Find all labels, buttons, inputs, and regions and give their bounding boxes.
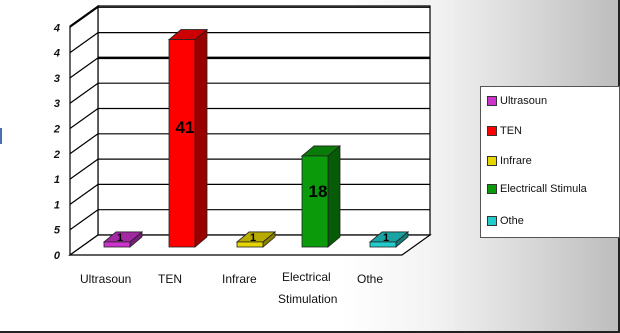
y-tick-label: 2 <box>53 124 60 136</box>
y-tick-label: 4 <box>53 48 60 60</box>
gridline-side <box>69 209 99 231</box>
gridline-side <box>69 158 99 180</box>
side-wall <box>69 4 99 257</box>
y-tick-label: 4 <box>53 22 60 34</box>
bar-data-label: 18 <box>309 182 328 201</box>
bar-data-label: 41 <box>176 118 195 137</box>
legend-swatch <box>487 184 497 194</box>
bar-data-label: 1 <box>250 232 256 244</box>
gridline-side <box>69 133 99 155</box>
back-wall <box>97 5 431 236</box>
y-tick-label: 3 <box>54 73 60 85</box>
left-edge-marker <box>0 128 5 144</box>
bar <box>168 39 196 248</box>
legend-item-ultrasound: Ultrasoun <box>487 95 547 107</box>
y-tick-label: 1 <box>54 199 60 211</box>
legend-label: Infrare <box>500 155 532 167</box>
bar <box>103 241 131 248</box>
chart-legend: Ultrasoun TEN Infrare Electricall Stimul… <box>480 86 620 238</box>
y-tick-label: 0 <box>54 250 61 262</box>
bar-side <box>194 28 208 248</box>
bar-data-label: 1 <box>383 232 389 244</box>
y-tick-label: 3 <box>54 98 60 110</box>
gridline-side <box>69 82 99 104</box>
bar <box>301 155 329 248</box>
bar <box>369 241 397 248</box>
gridline-side <box>69 57 99 79</box>
x-tick-label: Electrical Stimulation <box>278 270 337 306</box>
legend-label: TEN <box>500 125 522 137</box>
legend-label: Ultrasoun <box>500 95 548 107</box>
x-tick-label: Ultrasoun <box>80 272 131 286</box>
legend-swatch <box>487 216 497 226</box>
legend-item-other: Othe <box>487 215 524 227</box>
bar <box>236 241 264 248</box>
legend-swatch <box>487 96 497 106</box>
gridline-side <box>69 108 99 129</box>
gridline-side <box>69 6 99 28</box>
gridline-side <box>69 183 99 205</box>
y-tick-label: 2 <box>53 149 60 161</box>
legend-swatch <box>487 126 497 136</box>
legend-swatch <box>487 156 497 166</box>
legend-item-electrical-stimulation: Electricall Stimula <box>487 183 587 195</box>
y-tick-label: 1 <box>54 174 60 186</box>
gridline-side <box>69 32 99 54</box>
legend-label: Electricall Stimula <box>500 183 587 195</box>
x-tick-label: Infrare <box>222 272 257 286</box>
bar-side <box>327 145 341 248</box>
x-tick-label: TEN <box>158 272 182 286</box>
legend-label: Othe <box>500 215 524 227</box>
legend-item-ten: TEN <box>487 125 522 137</box>
bar-data-label: 1 <box>117 232 123 244</box>
x-tick-label: Othe <box>357 272 383 286</box>
y-tick-label: 5 <box>54 225 61 237</box>
legend-item-infrared: Infrare <box>487 155 532 167</box>
